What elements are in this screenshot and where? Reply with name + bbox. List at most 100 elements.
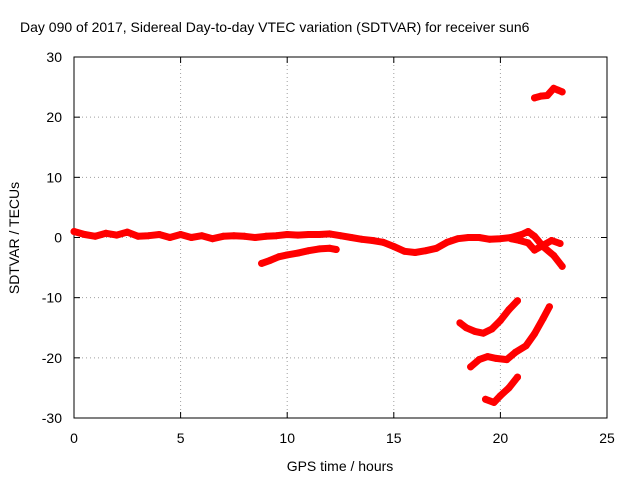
data-point (432, 244, 440, 252)
data-point (134, 232, 142, 240)
data-point (543, 92, 551, 99)
data-point (358, 235, 366, 243)
data-point (275, 253, 283, 261)
series-track-6 (482, 373, 521, 406)
data-point (230, 232, 238, 240)
y-tick-label: 10 (46, 169, 62, 185)
data-point (524, 228, 532, 235)
data-point (531, 94, 538, 102)
data-point (479, 329, 487, 337)
series-track-1 (70, 228, 566, 270)
y-tick-label: 20 (46, 109, 62, 125)
data-point (516, 237, 524, 244)
data-point (155, 231, 163, 238)
data-point (102, 229, 110, 237)
data-point (332, 246, 340, 253)
data-point (488, 325, 496, 333)
x-tick-label: 25 (599, 430, 615, 446)
data-point (475, 356, 483, 364)
x-tick-label: 20 (493, 430, 509, 446)
x-tick-label: 0 (70, 430, 78, 446)
x-tick-label: 15 (386, 430, 402, 446)
chart-title: Day 090 of 2017, Sidereal Day-to-day VTE… (20, 19, 530, 35)
data-point (294, 231, 302, 239)
data-point (464, 234, 472, 241)
data-point (219, 232, 227, 240)
data-point (315, 245, 323, 253)
axis-ticks (73, 56, 608, 419)
data-point (511, 348, 519, 356)
data-point (347, 234, 355, 241)
data-point (558, 88, 566, 96)
data-point (505, 384, 513, 392)
data-series (70, 84, 566, 406)
data-point (492, 354, 500, 362)
data-point (305, 231, 312, 238)
data-point (401, 247, 408, 255)
data-point (209, 235, 217, 243)
data-point (187, 234, 195, 241)
data-point (484, 353, 492, 361)
series-line (467, 303, 553, 371)
y-tick-label: -30 (42, 410, 62, 426)
series-track-3 (507, 235, 564, 254)
data-point (475, 234, 483, 241)
data-point (456, 319, 464, 327)
data-point (505, 306, 513, 314)
data-point (198, 232, 206, 240)
y-tick-label: 0 (54, 230, 62, 246)
series-track-2 (258, 244, 340, 267)
x-axis-label: GPS time / hours (287, 458, 394, 474)
series-track-5 (467, 303, 553, 371)
data-point (490, 398, 498, 406)
data-point (283, 251, 291, 259)
data-point (462, 324, 470, 332)
data-point (514, 297, 521, 305)
data-point (496, 317, 504, 324)
data-point (518, 231, 526, 238)
y-axis-label: SDTVAR / TECUs (6, 182, 22, 294)
data-point (166, 234, 174, 241)
y-tick-label: -20 (42, 350, 62, 366)
data-point (81, 231, 89, 238)
data-point (537, 92, 545, 100)
data-point (531, 232, 538, 240)
data-point (486, 235, 494, 243)
data-point (315, 231, 323, 238)
data-point (545, 303, 553, 311)
data-point (262, 232, 270, 240)
data-point (539, 315, 547, 323)
data-point (91, 232, 99, 240)
data-point (113, 231, 121, 239)
data-point (266, 256, 274, 264)
data-point (379, 238, 387, 246)
data-point (496, 392, 504, 400)
data-point (123, 228, 131, 236)
data-point (539, 241, 547, 249)
data-point (471, 327, 479, 335)
data-point (369, 237, 376, 244)
data-point (531, 246, 538, 254)
data-point (467, 363, 475, 371)
data-point (258, 259, 266, 267)
data-point (337, 232, 344, 240)
data-point (177, 231, 185, 238)
data-point (251, 234, 259, 241)
data-point (145, 232, 153, 240)
data-point (558, 262, 566, 270)
data-point (283, 231, 291, 238)
data-point (482, 395, 489, 403)
y-tick-labels: -30 -20 -10 0 10 20 30 (42, 49, 62, 426)
data-point (305, 247, 312, 255)
x-tick-label: 5 (177, 430, 185, 446)
data-point (443, 238, 451, 246)
x-tick-label: 10 (279, 430, 295, 446)
data-point (273, 232, 280, 240)
data-point (326, 244, 334, 252)
data-point (422, 247, 430, 255)
data-point (507, 235, 515, 243)
y-tick-label: -10 (42, 290, 62, 306)
data-point (326, 230, 334, 238)
series-track-7 (531, 84, 566, 102)
